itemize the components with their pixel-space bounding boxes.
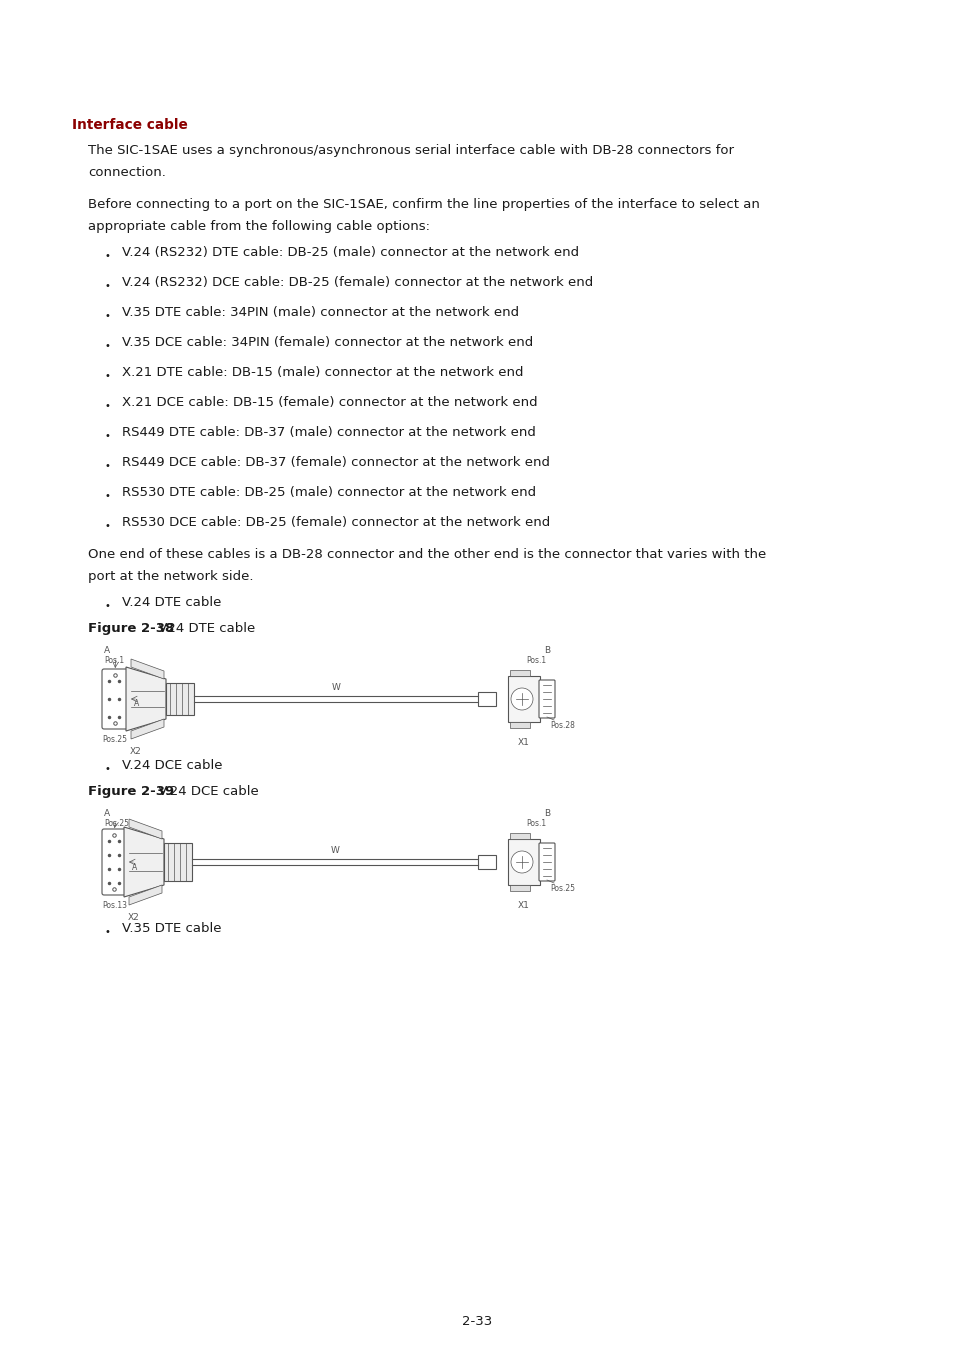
Text: •: • bbox=[104, 310, 110, 321]
Text: V.24 DCE cable: V.24 DCE cable bbox=[122, 759, 222, 772]
Polygon shape bbox=[126, 667, 166, 730]
Text: One end of these cables is a DB-28 connector and the other end is the connector : One end of these cables is a DB-28 conne… bbox=[88, 548, 765, 562]
Text: W: W bbox=[331, 846, 339, 855]
Text: •: • bbox=[104, 491, 110, 501]
Text: connection.: connection. bbox=[88, 166, 166, 180]
Text: W: W bbox=[332, 683, 340, 693]
Bar bbox=[510, 886, 530, 891]
Text: V.24 (RS232) DCE cable: DB-25 (female) connector at the network end: V.24 (RS232) DCE cable: DB-25 (female) c… bbox=[122, 275, 593, 289]
Text: Pos.1: Pos.1 bbox=[525, 656, 545, 666]
FancyBboxPatch shape bbox=[538, 680, 555, 718]
Text: B: B bbox=[543, 647, 550, 655]
Bar bbox=[510, 722, 530, 728]
Text: Figure 2-39: Figure 2-39 bbox=[88, 784, 174, 798]
Text: V.35 DTE cable: V.35 DTE cable bbox=[122, 922, 221, 936]
Text: •: • bbox=[104, 601, 110, 612]
Bar bbox=[507, 838, 539, 886]
Bar bbox=[477, 693, 496, 706]
Text: RS449 DTE cable: DB-37 (male) connector at the network end: RS449 DTE cable: DB-37 (male) connector … bbox=[122, 427, 536, 439]
Text: Pos.25: Pos.25 bbox=[550, 884, 575, 892]
Text: Pos.1: Pos.1 bbox=[104, 656, 124, 666]
Text: port at the network side.: port at the network side. bbox=[88, 570, 253, 583]
Text: •: • bbox=[104, 431, 110, 441]
Text: A: A bbox=[133, 699, 139, 709]
Text: A: A bbox=[104, 647, 110, 655]
Text: •: • bbox=[104, 460, 110, 471]
Bar bbox=[164, 842, 192, 882]
Polygon shape bbox=[131, 659, 164, 679]
Text: Figure 2-38: Figure 2-38 bbox=[88, 622, 174, 634]
Text: Pos.25: Pos.25 bbox=[102, 734, 127, 744]
Text: appropriate cable from the following cable options:: appropriate cable from the following cab… bbox=[88, 220, 430, 234]
Text: •: • bbox=[104, 401, 110, 410]
Polygon shape bbox=[129, 819, 162, 838]
Text: •: • bbox=[104, 521, 110, 531]
Text: Pos.28: Pos.28 bbox=[550, 721, 575, 730]
Bar bbox=[166, 683, 193, 716]
Text: X.21 DCE cable: DB-15 (female) connector at the network end: X.21 DCE cable: DB-15 (female) connector… bbox=[122, 396, 537, 409]
Text: X1: X1 bbox=[517, 900, 529, 910]
Text: X.21 DTE cable: DB-15 (male) connector at the network end: X.21 DTE cable: DB-15 (male) connector a… bbox=[122, 366, 523, 379]
Bar bbox=[507, 676, 539, 722]
Polygon shape bbox=[129, 886, 162, 904]
Bar bbox=[510, 833, 530, 838]
Circle shape bbox=[511, 850, 533, 873]
Text: Interface cable: Interface cable bbox=[71, 117, 188, 132]
Text: A: A bbox=[132, 863, 137, 872]
Text: X2: X2 bbox=[130, 747, 142, 756]
Text: V.35 DTE cable: 34PIN (male) connector at the network end: V.35 DTE cable: 34PIN (male) connector a… bbox=[122, 306, 518, 319]
Polygon shape bbox=[124, 828, 164, 896]
Text: V24 DTE cable: V24 DTE cable bbox=[153, 622, 255, 634]
Text: V.35 DCE cable: 34PIN (female) connector at the network end: V.35 DCE cable: 34PIN (female) connector… bbox=[122, 336, 533, 350]
FancyBboxPatch shape bbox=[538, 842, 555, 882]
Text: •: • bbox=[104, 371, 110, 381]
Text: Pos.25: Pos.25 bbox=[104, 819, 129, 828]
Text: V.24 DTE cable: V.24 DTE cable bbox=[122, 595, 221, 609]
Text: Pos.13: Pos.13 bbox=[102, 900, 127, 910]
Text: Pos.1: Pos.1 bbox=[525, 819, 545, 828]
Text: RS530 DCE cable: DB-25 (female) connector at the network end: RS530 DCE cable: DB-25 (female) connecto… bbox=[122, 516, 550, 529]
Text: B: B bbox=[543, 809, 550, 818]
Text: •: • bbox=[104, 251, 110, 261]
Text: •: • bbox=[104, 927, 110, 937]
Bar bbox=[477, 855, 496, 869]
FancyBboxPatch shape bbox=[102, 829, 126, 895]
Text: •: • bbox=[104, 342, 110, 351]
Text: RS530 DTE cable: DB-25 (male) connector at the network end: RS530 DTE cable: DB-25 (male) connector … bbox=[122, 486, 536, 500]
Text: V.24 (RS232) DTE cable: DB-25 (male) connector at the network end: V.24 (RS232) DTE cable: DB-25 (male) con… bbox=[122, 246, 578, 259]
Text: The SIC-1SAE uses a synchronous/asynchronous serial interface cable with DB-28 c: The SIC-1SAE uses a synchronous/asynchro… bbox=[88, 144, 733, 157]
Text: 2-33: 2-33 bbox=[461, 1315, 492, 1328]
Text: X1: X1 bbox=[517, 738, 529, 747]
Text: A: A bbox=[104, 809, 110, 818]
FancyBboxPatch shape bbox=[102, 670, 128, 729]
Circle shape bbox=[511, 688, 533, 710]
Text: •: • bbox=[104, 281, 110, 292]
Text: Before connecting to a port on the SIC-1SAE, confirm the line properties of the : Before connecting to a port on the SIC-1… bbox=[88, 198, 760, 211]
Text: V.24 DCE cable: V.24 DCE cable bbox=[153, 784, 258, 798]
Text: •: • bbox=[104, 764, 110, 774]
Text: RS449 DCE cable: DB-37 (female) connector at the network end: RS449 DCE cable: DB-37 (female) connecto… bbox=[122, 456, 550, 468]
Polygon shape bbox=[131, 720, 164, 738]
Text: X2: X2 bbox=[128, 913, 140, 922]
Bar bbox=[510, 670, 530, 676]
